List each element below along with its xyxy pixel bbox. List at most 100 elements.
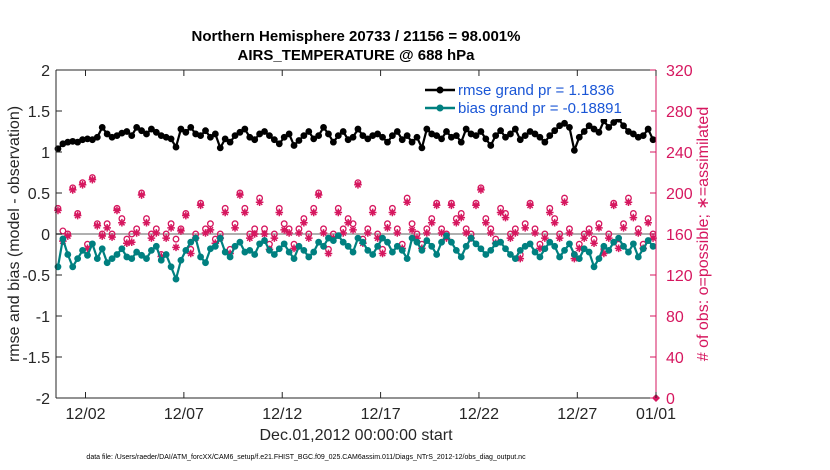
bias-point <box>59 235 67 243</box>
bias-point <box>344 242 352 250</box>
bias-point <box>448 238 455 246</box>
rmse-point <box>433 132 441 140</box>
rmse-point <box>413 133 421 141</box>
obs-assimilated-point <box>93 222 102 230</box>
bias-point <box>93 255 101 263</box>
x-tick-label: 12/12 <box>262 406 302 423</box>
bias-point <box>526 240 534 248</box>
x-axis-label: Dec.01,2012 00:00:00 start <box>259 427 453 444</box>
obs-assimilated-point <box>516 254 525 263</box>
rmse-point <box>423 125 431 133</box>
obs-assimilated-point <box>285 229 293 237</box>
bias-point <box>452 247 460 254</box>
rmse-point <box>310 135 318 143</box>
bias-point <box>443 232 450 240</box>
rmse-point <box>305 128 313 135</box>
bias-point <box>403 255 411 263</box>
bias-point <box>546 238 554 246</box>
bias-point <box>192 234 200 242</box>
bias-point <box>393 242 401 250</box>
bias-point <box>507 251 514 258</box>
obs-assimilated-point <box>103 224 111 232</box>
obs-assimilated-point <box>595 224 603 232</box>
rmse-point <box>379 133 386 141</box>
obs-assimilated-point <box>614 244 623 253</box>
bias-point <box>462 242 470 250</box>
bias-point <box>295 242 303 250</box>
obs-assimilated-point <box>118 218 126 227</box>
bias-point <box>231 242 239 250</box>
left-tick-label: -0.5 <box>22 268 50 285</box>
obs-assimilated-point <box>231 224 239 232</box>
rmse-point <box>275 140 283 148</box>
bias-point <box>354 234 362 242</box>
bias-point <box>329 237 337 244</box>
rmse-point <box>487 142 495 149</box>
rmse-point <box>128 132 136 140</box>
obs-assimilated-point <box>521 224 529 232</box>
rmse-point <box>477 128 485 135</box>
bias-point <box>644 237 652 244</box>
obs-assimilated-point <box>113 206 121 215</box>
rmse-point <box>644 125 652 133</box>
rmse-point <box>364 135 372 143</box>
bias-point <box>310 248 318 256</box>
bias-point <box>551 242 559 250</box>
obs-assimilated-point <box>64 232 72 240</box>
rmse-point <box>280 133 288 141</box>
rmse-point <box>497 127 504 135</box>
bias-point <box>585 248 593 256</box>
bias-point <box>497 238 504 246</box>
bias-point <box>634 253 642 261</box>
rmse-point <box>629 130 637 138</box>
bias-point <box>236 238 244 246</box>
right-tick-label: 0 <box>666 391 675 408</box>
obs-assimilated-point <box>408 226 416 234</box>
rmse-point <box>290 142 298 149</box>
bias-point <box>511 255 519 263</box>
rmse-point <box>334 132 342 140</box>
bias-point <box>197 253 204 261</box>
right-tick-label: 160 <box>666 227 693 244</box>
obs-assimilated-point <box>172 243 180 252</box>
obs-assimilated-point <box>506 234 515 242</box>
obs-assimilated-point <box>536 244 544 253</box>
obs-assimilated-point <box>177 227 185 235</box>
rmse-point <box>610 119 618 126</box>
bias-point <box>103 259 111 267</box>
right-tick-label: 200 <box>666 186 693 203</box>
rmse-point <box>197 132 204 140</box>
rmse-point <box>231 132 239 140</box>
rmse-point <box>325 130 332 138</box>
bias-point <box>256 240 264 248</box>
rmse-point <box>492 132 500 140</box>
obs-assimilated-point <box>290 244 298 253</box>
bias-point <box>275 245 283 253</box>
bias-point <box>629 240 637 248</box>
obs-assimilated-point <box>368 208 377 217</box>
x-tick-label: 12/22 <box>459 406 499 423</box>
x-tick-label: 12/07 <box>164 406 204 423</box>
bias-point <box>625 248 632 256</box>
bias-point <box>202 259 209 267</box>
rmse-point <box>143 130 150 138</box>
rmse-point <box>393 128 401 135</box>
bias-point <box>266 247 273 254</box>
rmse-point <box>521 132 529 140</box>
bias-point <box>467 234 475 242</box>
rmse-point <box>443 128 450 135</box>
right-tick-label: 120 <box>666 268 693 285</box>
bias-point <box>472 240 480 248</box>
rmse-series <box>54 115 657 154</box>
obs-assimilated-point <box>585 229 593 237</box>
obs-assimilated-point <box>275 208 284 217</box>
rmse-point <box>236 128 244 136</box>
obs-assimilated-point <box>526 201 534 210</box>
obs-assimilated-point <box>462 229 470 237</box>
bias-point <box>113 251 121 258</box>
obs-assimilated-point <box>201 229 210 237</box>
obs-assimilated-point <box>644 218 652 227</box>
obs-assimilated-point <box>388 208 397 217</box>
bias-point <box>359 238 367 246</box>
data-file-footnote: data file: /Users/raeder/DAI/ATM_forcXX/… <box>86 454 526 461</box>
